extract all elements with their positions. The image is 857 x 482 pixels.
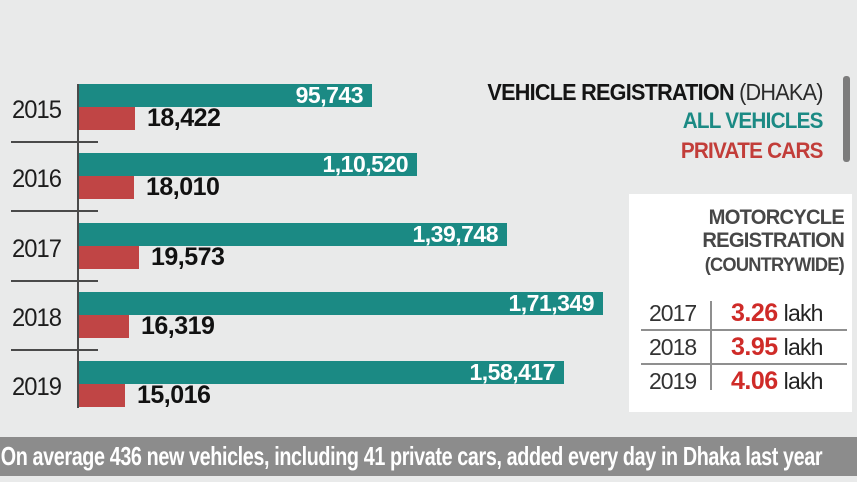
group-separator-2016 <box>11 210 98 212</box>
motorcycle-panel-title-line1: MOTORCYCLE <box>708 206 845 229</box>
bar-value-private-cars-2018: 16,319 <box>141 312 215 340</box>
year-label-2018: 2018 <box>12 304 62 332</box>
year-label-2015: 2015 <box>12 96 62 124</box>
motorcycle-panel: MOTORCYCLE REGISTRATION (COUNTRYWIDE) 20… <box>629 194 852 412</box>
motorcycle-value: 3.95 <box>731 332 778 361</box>
motorcycle-unit: lakh <box>783 367 824 394</box>
bar-group-2018: 2018 1,71,349 16,319 <box>0 292 857 340</box>
bar-value-all-vehicles-2016: 1,10,520 <box>322 151 408 177</box>
bar-group-2015: 2015 95,743 18,422 <box>0 84 857 132</box>
motorcycle-unit: lakh <box>783 299 824 326</box>
motorcycle-value: 3.26 <box>731 298 778 327</box>
bar-value-all-vehicles-2015: 95,743 <box>295 82 364 108</box>
group-separator-2015 <box>11 141 98 143</box>
bar-value-private-cars-2016: 18,010 <box>146 173 220 201</box>
year-label-2019: 2019 <box>12 373 62 401</box>
chart-title: VEHICLE REGISTRATION (DHAKA) <box>487 79 824 106</box>
motorcycle-table-divider <box>710 301 712 390</box>
bar-value-all-vehicles-2019: 1,58,417 <box>469 359 555 385</box>
motorcycle-row-2019: 2019 4.06 lakh <box>641 363 847 397</box>
legend-private-cars: PRIVATE CARS <box>681 138 824 163</box>
scrollbar-thumb[interactable] <box>843 76 850 162</box>
bar-private-cars-2019 <box>79 384 125 407</box>
motorcycle-year: 2019 <box>649 367 697 394</box>
motorcycle-panel-subtitle: (COUNTRYWIDE) <box>704 255 845 276</box>
motorcycle-row-2017: 2017 3.26 lakh <box>641 297 847 329</box>
motorcycle-row-2018: 2018 3.95 lakh <box>641 329 847 363</box>
bar-all-vehicles-2019: 1,58,417 <box>79 361 564 384</box>
bar-private-cars-2018 <box>79 315 129 338</box>
bar-all-vehicles-2017: 1,39,748 <box>79 223 507 246</box>
y-axis-line <box>77 84 79 408</box>
group-separator-2018 <box>11 349 98 351</box>
bar-value-private-cars-2015: 18,422 <box>147 104 221 132</box>
year-label-2017: 2017 <box>12 235 62 263</box>
bar-private-cars-2015 <box>79 107 135 130</box>
bar-value-all-vehicles-2017: 1,39,748 <box>412 221 498 247</box>
year-label-2016: 2016 <box>12 165 62 193</box>
chart-title-main: VEHICLE REGISTRATION <box>487 79 735 105</box>
bar-all-vehicles-2016: 1,10,520 <box>79 153 417 176</box>
chart-header: VEHICLE REGISTRATION (DHAKA) ALL VEHICLE… <box>466 79 824 166</box>
bar-all-vehicles-2015: 95,743 <box>79 84 372 107</box>
motorcycle-value: 4.06 <box>731 366 778 395</box>
bar-value-private-cars-2017: 19,573 <box>151 243 225 271</box>
footer-banner: On average 436 new vehicles, including 4… <box>0 437 857 476</box>
bar-value-all-vehicles-2018: 1,71,349 <box>508 290 594 316</box>
motorcycle-year: 2017 <box>649 299 697 326</box>
motorcycle-panel-title-line2: REGISTRATION <box>702 229 844 252</box>
motorcycle-year: 2018 <box>649 333 697 360</box>
group-separator-2017 <box>11 280 98 282</box>
legend-all-vehicles: ALL VEHICLES <box>683 108 824 133</box>
footer-caption: On average 436 new vehicles, including 4… <box>0 441 823 471</box>
motorcycle-unit: lakh <box>783 333 824 360</box>
chart-title-suffix: (DHAKA) <box>739 79 823 105</box>
bar-value-private-cars-2019: 15,016 <box>137 381 211 409</box>
bar-all-vehicles-2018: 1,71,349 <box>79 292 603 315</box>
motorcycle-table: 2017 3.26 lakh 2018 3.95 lakh 2019 4.06 lakh <box>641 297 847 397</box>
bar-private-cars-2017 <box>79 246 139 269</box>
bar-group-2017: 2017 1,39,748 19,573 <box>0 223 857 271</box>
bar-group-2016: 2016 1,10,520 18,010 <box>0 153 857 201</box>
bar-private-cars-2016 <box>79 176 134 199</box>
bar-group-2019: 2019 1,58,417 15,016 <box>0 361 857 409</box>
